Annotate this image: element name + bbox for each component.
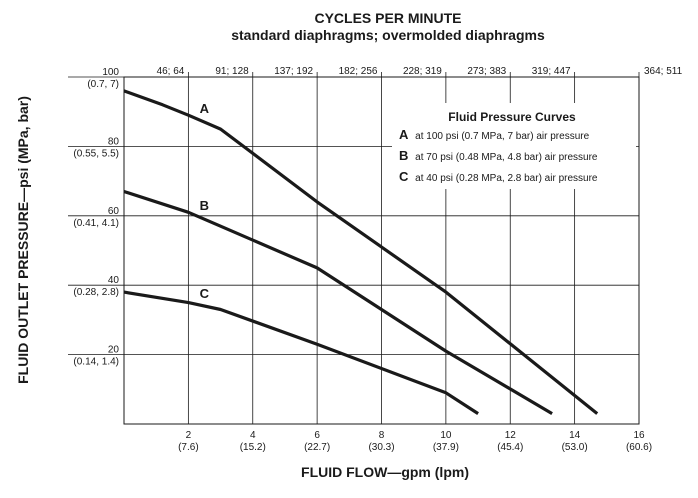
x-axis-label: FLUID FLOW—gpm (lpm) xyxy=(301,464,469,480)
legend-entry-a: A at 100 psi (0.7 MPa, 7 bar) air pressu… xyxy=(399,127,590,142)
legend-text-a: at 100 psi (0.7 MPa, 7 bar) air pressure xyxy=(415,131,589,142)
y-tick-label: 80 xyxy=(108,136,120,147)
x-tick-label: 8 xyxy=(379,430,385,441)
x-tick-label: 14 xyxy=(569,430,581,441)
legend-key-a: A xyxy=(399,127,409,142)
y-tick-sublabel: (0.7, 7) xyxy=(87,79,119,90)
legend-text-b: at 70 psi (0.48 MPa, 4.8 bar) air pressu… xyxy=(415,152,598,163)
y-tick-label: 60 xyxy=(108,206,120,217)
x-tick-label: 10 xyxy=(440,430,452,441)
x-tick-sublabel: (30.3) xyxy=(368,442,394,453)
x-tick-label: 6 xyxy=(314,430,320,441)
legend-entry-c: C at 40 psi (0.28 MPa, 2.8 bar) air pres… xyxy=(399,169,598,184)
tick-labels: 2(7.6) 4(15.2) 6(22.7) 8(30.3) 10(37.9) 12(45… xyxy=(73,66,682,453)
series-line-a xyxy=(123,89,599,415)
y-tick-sublabel: (0.14, 1.4) xyxy=(73,357,119,368)
chart-title: CYCLES PER MINUTE xyxy=(314,10,461,26)
y-tick-label: 100 xyxy=(102,67,119,78)
series-line-b xyxy=(123,189,553,415)
legend-key-b: B xyxy=(399,148,408,163)
x-tick-sublabel: (37.9) xyxy=(433,442,459,453)
y-tick-label: 40 xyxy=(108,275,120,286)
legend-title: Fluid Pressure Curves xyxy=(448,110,576,124)
x-tick-sublabel: (7.6) xyxy=(178,442,199,453)
x-tick-label: 12 xyxy=(505,430,517,441)
top-tick-label: 228; 319 xyxy=(403,66,442,77)
top-tick-label: 46; 64 xyxy=(157,66,185,77)
x-tick-sublabel: (60.6) xyxy=(626,442,652,453)
y-tick-sublabel: (0.41, 4.1) xyxy=(73,218,119,229)
legend-background xyxy=(392,103,636,189)
top-tick-label: 182; 256 xyxy=(339,66,378,77)
legend-text-c: at 40 psi (0.28 MPa, 2.8 bar) air pressu… xyxy=(415,173,598,184)
series-label-b: B xyxy=(200,198,209,213)
series-label-c: C xyxy=(200,286,210,301)
top-tick-label: 273; 383 xyxy=(467,66,506,77)
x-tick-sublabel: (45.4) xyxy=(497,442,523,453)
legend-key-c: C xyxy=(399,169,409,184)
legend: Fluid Pressure Curves A at 100 psi (0.7 … xyxy=(392,103,636,189)
x-tick-sublabel: (15.2) xyxy=(240,442,266,453)
top-tick-label: 364; 511 xyxy=(644,66,683,77)
top-tick-label: 91; 128 xyxy=(215,66,249,77)
top-tick-label: 319; 447 xyxy=(532,66,571,77)
x-tick-sublabel: (53.0) xyxy=(562,442,588,453)
y-tick-label: 20 xyxy=(108,345,120,356)
legend-entry-b: B at 70 psi (0.48 MPa, 4.8 bar) air pres… xyxy=(399,148,598,163)
x-tick-sublabel: (22.7) xyxy=(304,442,330,453)
chart-subtitle: standard diaphragms; overmolded diaphrag… xyxy=(231,27,545,43)
top-tick-label: 137; 192 xyxy=(274,66,313,77)
y-tick-sublabel: (0.28, 2.8) xyxy=(73,287,119,298)
y-axis-label: FLUID OUTLET PRESSURE—psi (MPa, bar) xyxy=(15,96,31,384)
x-tick-label: 4 xyxy=(250,430,256,441)
series-line-c xyxy=(123,290,479,415)
series-lines: ABC xyxy=(123,89,599,415)
x-tick-label: 2 xyxy=(186,430,192,441)
series-label-a: A xyxy=(200,101,210,116)
x-tick-label: 16 xyxy=(633,430,645,441)
y-tick-sublabel: (0.55, 5.5) xyxy=(73,148,119,159)
